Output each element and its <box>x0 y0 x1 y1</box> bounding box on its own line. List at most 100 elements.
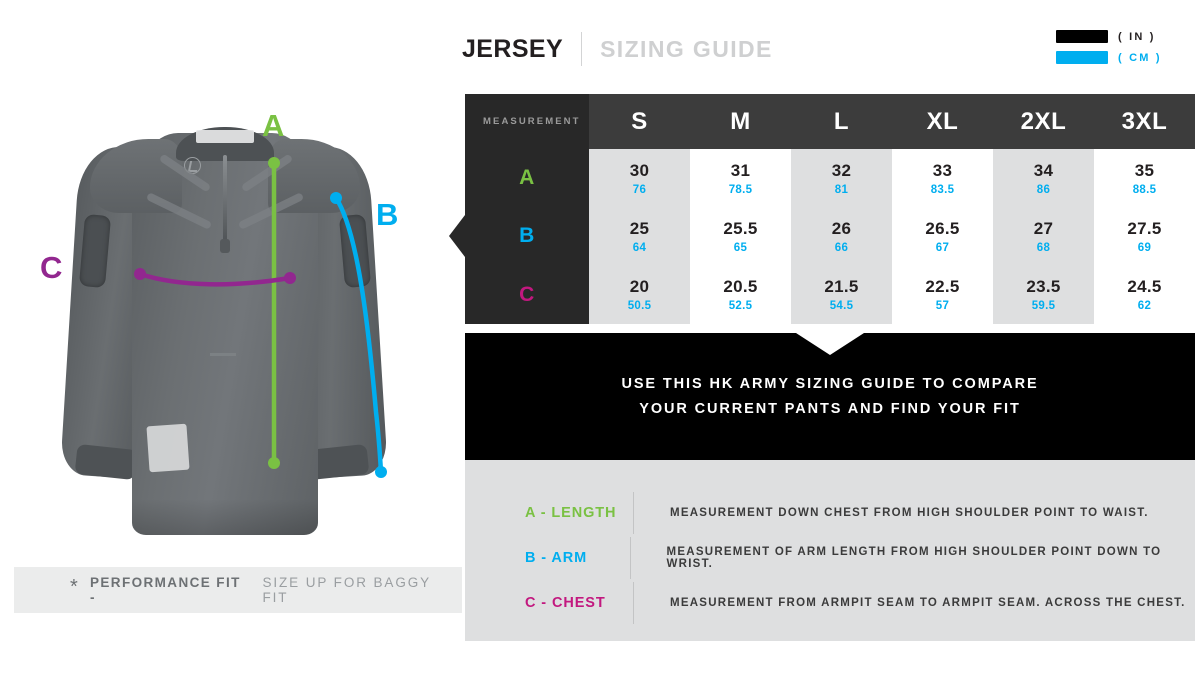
size-column-m: 31 78.5 25.5 65 20.5 52.5 <box>690 149 791 324</box>
value-cm: 76 <box>632 183 647 196</box>
value-cm: 54.5 <box>829 300 854 313</box>
size-header-s: S <box>631 107 648 135</box>
cm-label: ( CM ) <box>1118 51 1162 64</box>
value-cm: 81 <box>834 183 849 196</box>
table-cell: 35 88.5 <box>1094 149 1195 207</box>
callout-line-2: YOUR CURRENT PANTS AND FIND YOUR FIT <box>639 401 1021 417</box>
measurement-label-c: C <box>40 250 63 285</box>
value-cm: 52.5 <box>728 300 753 313</box>
size-column-3xl: 35 88.5 27.5 69 24.5 62 <box>1094 149 1195 324</box>
inches-swatch-icon <box>1056 30 1108 43</box>
value-cm: 62 <box>1137 300 1152 313</box>
asterisk-icon: * <box>70 576 78 598</box>
performance-fit-label: PERFORMANCE FIT - <box>90 575 241 605</box>
legend-panel: A - LENGTH MEASUREMENT DOWN CHEST FROM H… <box>465 460 1195 641</box>
table-cell: 27 68 <box>993 207 1094 265</box>
measurement-overlay <box>134 157 387 478</box>
legend-description-b: MEASUREMENT OF ARM LENGTH FROM HIGH SHOU… <box>666 545 1162 570</box>
size-column-l: 32 81 26 66 21.5 54.5 <box>791 149 892 324</box>
legend-key-a: A - LENGTH <box>525 504 617 521</box>
jersey-pocket-seam <box>210 353 236 356</box>
size-header-3xl: 3XL <box>1121 107 1168 135</box>
legend-description-a: MEASUREMENT DOWN CHEST FROM HIGH SHOULDE… <box>670 506 1149 519</box>
unit-legend: ( IN ) ( CM ) <box>1056 26 1182 68</box>
measurement-endpoint-b-top <box>330 192 342 204</box>
value-inches: 21.5 <box>824 277 859 297</box>
cm-swatch-icon <box>1056 51 1108 64</box>
measurement-endpoint-b-bottom <box>375 466 387 478</box>
measurement-endpoint-a-bottom <box>268 457 280 469</box>
value-cm: 69 <box>1137 241 1152 254</box>
value-inches: 25 <box>629 218 650 238</box>
row-key-c: C <box>519 282 535 306</box>
table-cell: 25 64 <box>589 207 690 265</box>
value-inches: 27 <box>1033 218 1054 238</box>
table-cell: 21.5 54.5 <box>791 266 892 324</box>
measurement-line-c <box>137 271 293 287</box>
page-subtitle: SIZING GUIDE <box>600 35 773 62</box>
value-inches: 22.5 <box>925 277 960 297</box>
unit-legend-cm: ( CM ) <box>1056 47 1182 68</box>
size-up-label: SIZE UP FOR BAGGY FIT <box>262 575 431 605</box>
page-header: JERSEY SIZING GUIDE <box>462 28 1200 70</box>
performance-fit-note: * PERFORMANCE FIT - SIZE UP FOR BAGGY FI… <box>14 567 462 613</box>
table-cell: 20 50.5 <box>589 266 690 324</box>
table-cell: 24.5 62 <box>1094 266 1195 324</box>
unit-legend-inches: ( IN ) <box>1056 26 1182 47</box>
callout-banner: USE THIS HK ARMY SIZING GUIDE TO COMPARE… <box>465 333 1195 482</box>
legend-row-c: C - CHEST MEASUREMENT FROM ARMPIT SEAM T… <box>465 580 1195 625</box>
measurement-endpoint-c-right <box>284 272 296 284</box>
value-cm: 86 <box>1036 183 1051 196</box>
value-cm: 68 <box>1036 241 1051 254</box>
table-cell: 32 81 <box>791 149 892 207</box>
table-cell: 26 66 <box>791 207 892 265</box>
measurement-endpoint-c-left <box>134 268 146 280</box>
table-cell: 27.5 69 <box>1094 207 1195 265</box>
value-cm: 67 <box>935 241 950 254</box>
size-column-s: 30 76 25 64 20 50.5 <box>589 149 690 324</box>
size-column-xl: 33 83.5 26.5 67 22.5 57 <box>892 149 993 324</box>
value-cm: 83.5 <box>930 183 955 196</box>
measurement-line-b <box>333 195 384 475</box>
value-inches: 20.5 <box>723 277 758 297</box>
callout-top-notch-icon <box>796 333 864 355</box>
callout-text: USE THIS HK ARMY SIZING GUIDE TO COMPARE… <box>465 333 1195 460</box>
value-inches: 24.5 <box>1127 277 1162 297</box>
table-cell: 34 86 <box>993 149 1094 207</box>
value-cm: 50.5 <box>627 300 652 313</box>
table-cell: 23.5 59.5 <box>993 266 1094 324</box>
measurement-label-b: B <box>376 197 399 232</box>
row-key-b: B <box>519 224 535 248</box>
value-inches: 30 <box>629 160 650 180</box>
table-cell: 22.5 57 <box>892 266 993 324</box>
table-cell: 30 76 <box>589 149 690 207</box>
value-inches: 26.5 <box>925 218 960 238</box>
row-key-a: A <box>519 166 535 190</box>
jersey-illustration-panel: A B C * PERFORMANCE FIT - SIZE UP FOR BA… <box>0 0 462 681</box>
jersey-zipper <box>223 155 227 243</box>
legend-key-c: C - CHEST <box>525 594 606 611</box>
measurement-key-column: A B C <box>449 149 589 324</box>
value-inches: 31 <box>730 160 751 180</box>
value-cm: 65 <box>733 241 748 254</box>
value-inches: 35 <box>1134 160 1155 180</box>
table-cell: 25.5 65 <box>690 207 791 265</box>
value-inches: 20 <box>629 277 650 297</box>
sizing-table: MEASUREMENT S M L XL 2XL 3XL A B C 30 <box>449 94 1195 324</box>
value-inches: 34 <box>1033 160 1054 180</box>
legend-divider <box>629 536 631 579</box>
table-cell: 26.5 67 <box>892 207 993 265</box>
value-cm: 57 <box>935 300 950 313</box>
jersey-zipper-pull <box>220 239 230 253</box>
table-cell: 31 78.5 <box>690 149 791 207</box>
measurement-endpoint-a-top <box>268 157 280 169</box>
legend-description-c: MEASUREMENT FROM ARMPIT SEAM TO ARMPIT S… <box>670 596 1186 609</box>
legend-row-b: B - ARM MEASUREMENT OF ARM LENGTH FROM H… <box>465 535 1195 580</box>
size-header-xl: XL <box>926 107 959 135</box>
page-title: JERSEY <box>462 34 564 63</box>
sizing-content-panel: JERSEY SIZING GUIDE ( IN ) ( CM ) MEASUR… <box>449 0 1200 681</box>
jersey-graphic <box>60 95 390 535</box>
legend-divider <box>633 491 634 534</box>
measurement-column-header: MEASUREMENT <box>465 94 589 149</box>
